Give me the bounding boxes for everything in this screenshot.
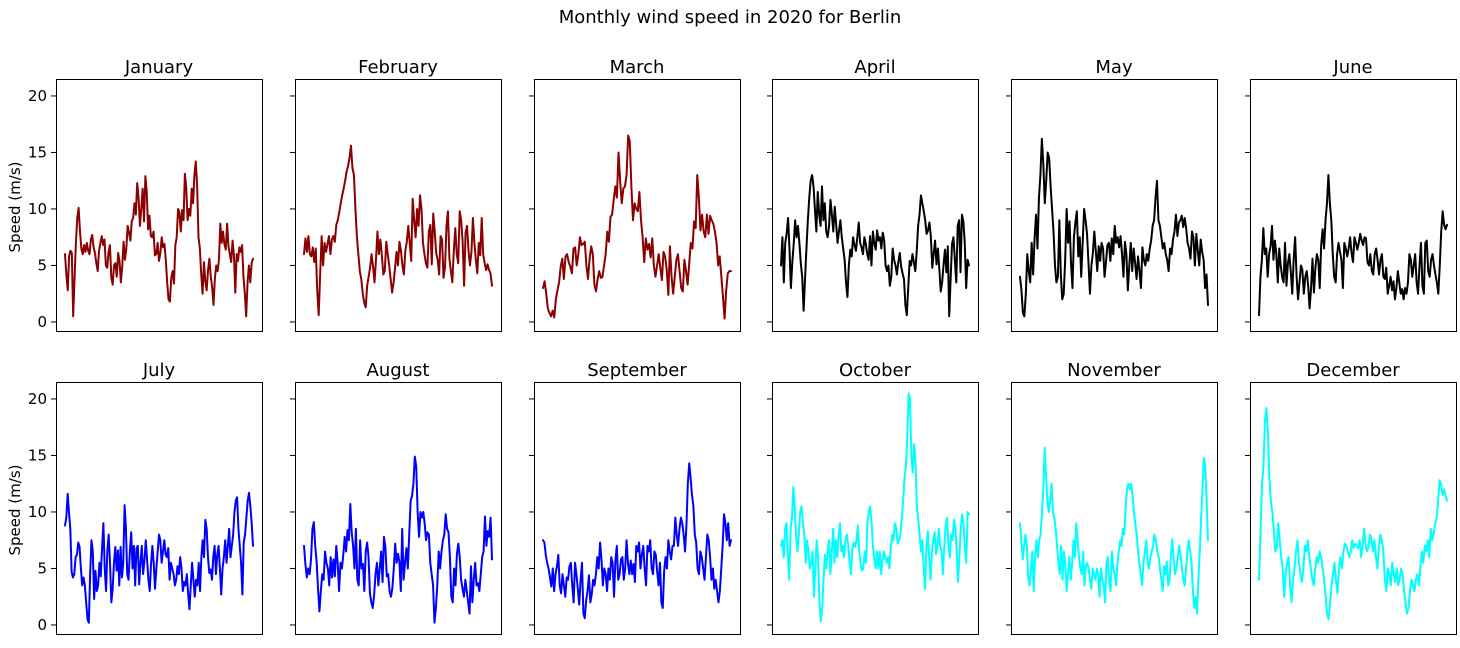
wind-speed-series-line — [303, 455, 493, 624]
wind-speed-series-line — [303, 144, 493, 317]
subplot-title: November — [1067, 360, 1161, 381]
subplot-grid: January 0 5 10 15 20 Speed (m/s) February March A… — [6, 57, 1457, 635]
wind-speed-series-line — [542, 134, 732, 320]
wind-speed-series-line — [1258, 406, 1448, 621]
y-tick-label: 20 — [28, 87, 47, 105]
subplot-title: July — [142, 360, 176, 381]
wind-speed-series-line — [780, 174, 970, 318]
y-tick-label: 15 — [28, 143, 47, 161]
subplot-february: February — [290, 57, 502, 332]
plot-frame — [295, 79, 502, 332]
wind-speed-series-line — [1019, 446, 1209, 615]
subplot-title: May — [1095, 57, 1133, 78]
plot-frame — [1250, 79, 1457, 332]
y-tick-label: 15 — [28, 446, 47, 464]
y-tick-label: 5 — [37, 559, 47, 577]
subplot-january: January 0 5 10 15 20 Speed (m/s) — [6, 57, 263, 332]
subplot-august: August — [290, 360, 502, 635]
y-tick-label: 20 — [28, 390, 47, 408]
wind-speed-series-line — [542, 462, 732, 620]
plot-frame — [772, 79, 979, 332]
plot-frame — [1011, 79, 1218, 332]
subplot-april: April — [767, 57, 979, 332]
subplot-october: October — [767, 360, 979, 635]
subplot-june: June — [1245, 57, 1457, 332]
y-axis-label: Speed (m/s) — [6, 162, 24, 253]
subplot-december: December — [1245, 360, 1457, 635]
subplot-march: March — [529, 57, 741, 332]
plot-frame — [1011, 382, 1218, 635]
subplot-title: October — [839, 360, 912, 381]
wind-speed-series-line — [1258, 174, 1448, 317]
wind-speed-series-line — [64, 491, 254, 624]
subplot-september: September — [529, 360, 741, 635]
plot-frame — [534, 382, 741, 635]
subplot-title: April — [854, 57, 895, 78]
y-axis-label: Speed (m/s) — [6, 465, 24, 556]
plot-frame — [56, 382, 263, 635]
subplot-may: May — [1006, 57, 1218, 332]
plot-frame — [772, 382, 979, 635]
subplot-title: June — [1332, 57, 1372, 78]
wind-speed-series-line — [780, 392, 970, 623]
subplot-november: November — [1006, 360, 1218, 635]
y-tick-label: 0 — [37, 313, 47, 331]
subplot-july: July 0 5 10 15 20 Speed (m/s) — [6, 360, 263, 635]
plot-frame — [534, 79, 741, 332]
wind-speed-series-line — [64, 160, 254, 318]
subplot-title: February — [358, 57, 438, 78]
y-tick-label: 10 — [28, 503, 47, 521]
plot-frame — [56, 79, 263, 332]
figure-title: Monthly wind speed in 2020 for Berlin — [559, 7, 902, 28]
subplot-title: September — [587, 360, 687, 381]
y-tick-label: 0 — [37, 616, 47, 634]
wind-speed-series-line — [1019, 137, 1209, 318]
y-tick-label: 10 — [28, 200, 47, 218]
subplot-title: March — [610, 57, 665, 78]
subplot-title: August — [367, 360, 430, 381]
plot-frame — [1250, 382, 1457, 635]
plot-frame — [295, 382, 502, 635]
y-tick-label: 5 — [37, 256, 47, 274]
subplot-title: December — [1306, 360, 1400, 381]
subplot-title: January — [124, 57, 194, 78]
